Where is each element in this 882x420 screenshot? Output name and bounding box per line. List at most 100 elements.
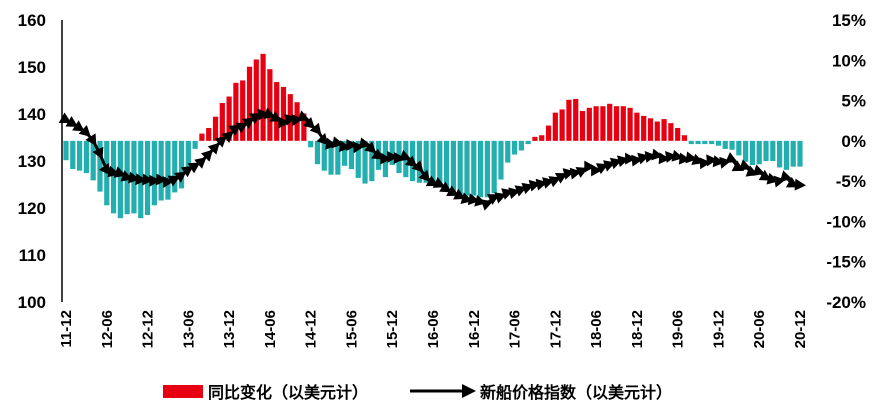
bar bbox=[688, 140, 694, 145]
bar bbox=[579, 111, 586, 141]
bar bbox=[457, 140, 463, 195]
line-marker bbox=[725, 152, 738, 164]
legend-arrow-marker bbox=[462, 384, 476, 398]
line-marker bbox=[228, 124, 241, 136]
line-marker bbox=[699, 157, 711, 170]
x-tick-label: 18-12 bbox=[629, 310, 646, 348]
x-axis-ticks: 11-12 12-06 12-12 13-06 13-12 14-06 14-12 15-06… bbox=[58, 310, 809, 348]
bar bbox=[151, 140, 157, 206]
line-marker bbox=[446, 185, 459, 196]
line-marker bbox=[359, 137, 371, 150]
bar bbox=[260, 53, 266, 141]
bar bbox=[736, 140, 742, 156]
line-marker bbox=[162, 176, 174, 189]
left-tick-label: 150 bbox=[18, 58, 46, 77]
bar bbox=[654, 121, 660, 141]
line-marker bbox=[65, 116, 78, 127]
bar bbox=[185, 140, 191, 168]
line-series bbox=[58, 107, 806, 211]
left-tick-label: 120 bbox=[18, 199, 46, 218]
x-tick-label: 14-12 bbox=[303, 310, 320, 348]
right-tick-label: 10% bbox=[832, 51, 866, 70]
bar bbox=[661, 119, 667, 141]
bar bbox=[117, 140, 123, 219]
bar bbox=[790, 140, 796, 167]
bar bbox=[342, 140, 348, 166]
line-marker bbox=[758, 169, 772, 181]
bar bbox=[430, 140, 436, 184]
line-marker bbox=[794, 178, 806, 191]
line-marker bbox=[167, 175, 181, 187]
bar bbox=[240, 80, 246, 141]
line-marker bbox=[371, 148, 384, 160]
line-marker bbox=[706, 154, 718, 167]
line-marker bbox=[364, 141, 377, 154]
line-marker bbox=[752, 164, 765, 176]
bar bbox=[695, 140, 701, 145]
bar bbox=[335, 140, 341, 175]
bar bbox=[586, 107, 592, 141]
bar bbox=[675, 127, 681, 141]
line-marker bbox=[278, 116, 290, 129]
line-marker bbox=[207, 142, 220, 155]
bar bbox=[797, 140, 803, 167]
line-marker bbox=[221, 131, 234, 143]
bar bbox=[620, 106, 626, 141]
bar bbox=[443, 140, 450, 190]
bar bbox=[518, 140, 524, 151]
line-marker bbox=[569, 167, 582, 180]
line-marker bbox=[291, 113, 304, 126]
left-tick-label: 110 bbox=[19, 246, 46, 265]
bar bbox=[348, 140, 355, 170]
bar bbox=[233, 82, 239, 141]
line-marker bbox=[200, 149, 213, 162]
bar bbox=[709, 140, 715, 145]
right-tick-label: 5% bbox=[841, 92, 866, 111]
x-tick-label: 12-06 bbox=[99, 310, 116, 348]
bar bbox=[511, 140, 518, 155]
x-tick-label: 13-12 bbox=[221, 310, 238, 348]
line-marker bbox=[235, 122, 249, 134]
bar bbox=[770, 140, 776, 161]
bar bbox=[158, 140, 164, 201]
line-marker bbox=[380, 152, 392, 165]
line-marker bbox=[453, 188, 466, 200]
bar bbox=[389, 140, 395, 166]
x-tick-label: 11-12 bbox=[58, 310, 75, 348]
bar bbox=[729, 140, 735, 150]
bar bbox=[702, 140, 708, 145]
line-marker bbox=[338, 140, 351, 153]
x-tick-label: 15-12 bbox=[384, 310, 401, 348]
bar bbox=[423, 140, 429, 183]
line-marker bbox=[142, 173, 154, 186]
line-marker bbox=[658, 152, 671, 165]
bar bbox=[532, 136, 538, 141]
line-marker bbox=[302, 117, 316, 129]
bar bbox=[172, 140, 178, 193]
bar bbox=[722, 140, 728, 149]
line-marker bbox=[78, 125, 91, 137]
x-tick-label: 18-06 bbox=[588, 310, 605, 348]
bar bbox=[206, 127, 212, 141]
line-marker bbox=[554, 173, 568, 184]
x-tick-label: 20-12 bbox=[792, 310, 809, 348]
line-marker bbox=[352, 141, 365, 154]
line-marker bbox=[738, 159, 752, 171]
bar bbox=[178, 140, 185, 189]
bar bbox=[308, 140, 314, 148]
bar bbox=[212, 116, 219, 141]
bar bbox=[777, 140, 783, 168]
x-tick-label: 19-12 bbox=[710, 310, 727, 348]
bar bbox=[369, 140, 375, 182]
line-marker bbox=[241, 117, 255, 129]
bar bbox=[491, 140, 497, 194]
x-tick-label: 17-12 bbox=[547, 310, 564, 348]
bar-series bbox=[63, 53, 803, 219]
bar bbox=[641, 115, 647, 141]
line-marker bbox=[174, 171, 187, 183]
bar bbox=[301, 113, 307, 141]
line-marker bbox=[316, 133, 329, 146]
bar bbox=[505, 140, 511, 163]
legend: 同比变化（以美元计） 新船价格指数（以美元计） bbox=[163, 383, 672, 402]
